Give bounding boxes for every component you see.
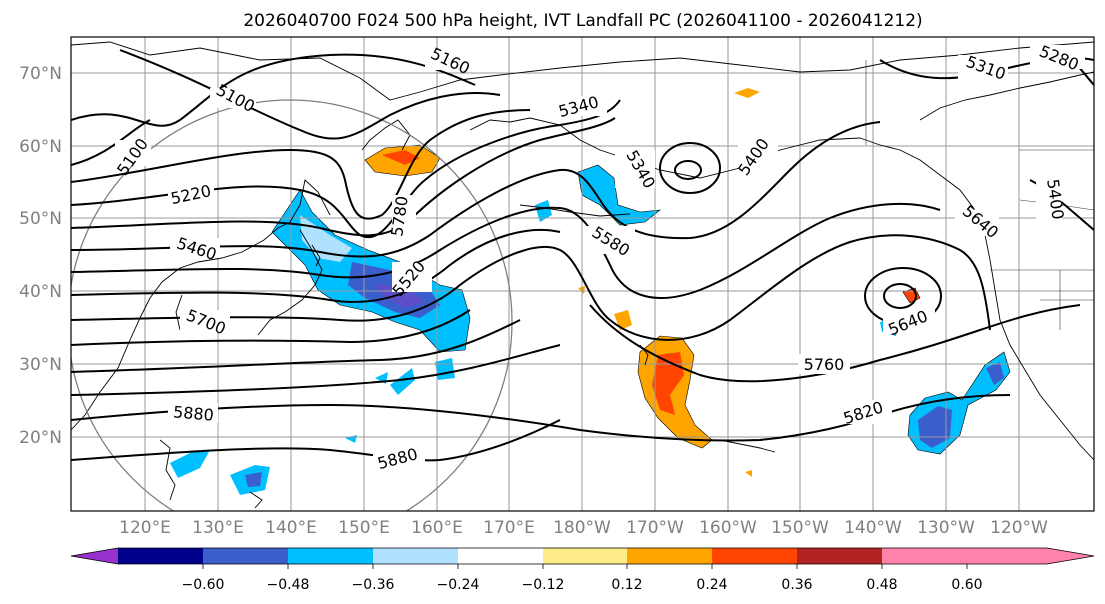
contour-label: 5760 [804,355,845,374]
lon-label: 150°E [338,518,390,538]
colorbar-tick-label: −0.12 [522,577,565,593]
lat-label: 20°N [19,428,62,448]
lon-label: 130°W [917,518,975,538]
colorbar-tick-label: 0.12 [611,577,642,593]
graticule [71,37,1094,511]
lat-label: 40°N [19,282,62,302]
colorbar-segment [118,548,203,564]
ivt-negative-area [170,450,210,478]
contour-label: 5880 [172,402,214,424]
ivt-negative-area [577,164,661,226]
lat-label: 30°N [19,355,62,375]
colorbar-tick-label: −0.24 [437,577,480,593]
colorbar-segment [882,548,1047,564]
landfall-region-circle [71,99,513,511]
map-frame [70,36,1095,512]
longitude-labels: 120°E 130°E 140°E 150°E 160°E 170°E 180°… [119,518,1048,538]
lon-label: 180°W [553,518,611,538]
latitude-labels: 70°N 60°N 50°N 40°N 30°N 20°N [19,64,62,448]
ivt-negative-area [535,200,552,222]
lon-label: 130°E [192,518,244,538]
colorbar-tick-label: 0.24 [696,577,727,593]
ivt-positive-area [382,150,420,165]
lon-label: 150°W [771,518,829,538]
colorbar-outline [70,547,1095,565]
colorbar-tick-label: −0.60 [182,577,225,593]
ivt-positive-area [614,310,632,330]
colorbar: −0.60 −0.48 −0.36 −0.24 −0.12 0.12 0.24 … [70,547,1095,593]
colorbar-tick-label: 0.60 [951,577,982,593]
colorbar-tick-label: −0.36 [352,577,395,593]
ivt-positive-area [652,352,684,415]
colorbar-extend-low [71,548,118,564]
ivt-negative-area [435,358,455,380]
lat-label: 70°N [19,64,62,84]
ivt-negative-area [375,283,425,308]
map-title: 2026040700 F024 500 hPa height, IVT Land… [243,11,922,31]
map-panel: 5160 5100 5100 5220 5460 5700 5880 5880 … [71,37,1094,511]
lat-label: 50°N [19,209,62,229]
colorbar-segment [797,548,882,564]
colorbar-segment [458,548,543,564]
ivt-positive-area [745,470,752,477]
lon-label: 170°W [626,518,684,538]
lon-label: 140°E [265,518,317,538]
ivt-positive-area [734,88,760,98]
lon-label: 120°W [990,518,1048,538]
lat-label: 60°N [19,137,62,157]
lon-label: 160°W [699,518,757,538]
contour-labels: 5160 5100 5100 5220 5460 5700 5880 5880 … [113,41,1085,473]
colorbar-tick-label: −0.48 [267,577,310,593]
ivt-negative-area [245,472,262,487]
colorbar-segment [627,548,712,564]
colorbar-segment [373,548,458,564]
ivt-negative-area [986,362,1004,385]
ivt-shading [170,88,1011,495]
colorbar-segment [288,548,373,564]
colorbar-segment [712,548,797,564]
colorbar-extend-high [1047,548,1094,564]
lon-label: 120°E [119,518,171,538]
lon-label: 140°W [844,518,902,538]
ivt-negative-area [390,368,415,395]
colorbar-tick-label: 0.36 [781,577,812,593]
lon-label: 170°E [483,518,535,538]
colorbar-segment [203,548,288,564]
colorbar-segment [543,548,627,564]
lon-label: 160°E [411,518,463,538]
colorbar-tick-label: 0.48 [866,577,897,593]
